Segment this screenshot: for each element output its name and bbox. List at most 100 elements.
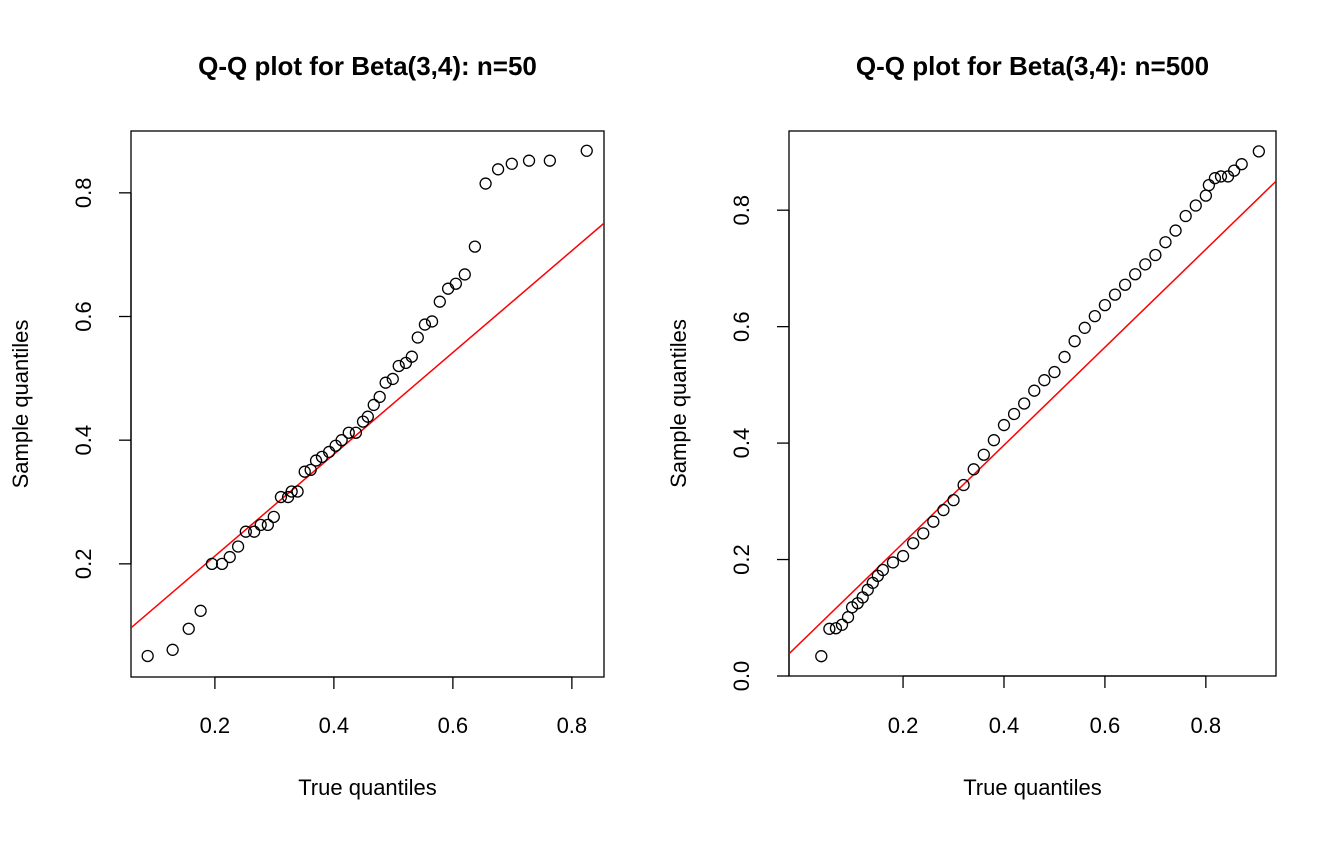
chart-title: Q-Q plot for Beta(3,4): n=500 <box>856 51 1209 81</box>
point <box>829 622 843 635</box>
point <box>392 359 405 373</box>
x-tick-label: 0.8 <box>557 713 588 738</box>
point <box>1169 224 1182 237</box>
point <box>349 426 363 439</box>
point <box>274 490 288 504</box>
point <box>1098 298 1112 312</box>
point <box>342 426 355 439</box>
point <box>1007 407 1021 421</box>
y-tick-label: 0.4 <box>71 425 96 456</box>
point <box>449 277 463 290</box>
point <box>248 525 261 538</box>
point <box>433 295 446 308</box>
point <box>1214 170 1228 183</box>
point <box>987 434 1001 447</box>
point <box>1199 189 1213 202</box>
point <box>1221 170 1235 183</box>
point <box>957 478 970 492</box>
x-tick-label: 0.6 <box>438 713 469 738</box>
y-tick-label: 0.8 <box>71 178 96 209</box>
point <box>1129 268 1142 281</box>
point <box>205 557 219 570</box>
y-axis-label: Sample quantiles <box>8 320 33 489</box>
point <box>254 518 267 532</box>
x-tick-label: 0.8 <box>1191 713 1222 738</box>
point <box>441 282 455 295</box>
panel: Q-Q plot for Beta(3,4): n=50 True quantil… <box>8 51 605 800</box>
point <box>886 556 900 569</box>
point <box>1139 258 1152 271</box>
point <box>1179 209 1192 223</box>
chart-title: Q-Q plot for Beta(3,4): n=50 <box>198 51 537 81</box>
point <box>906 537 920 550</box>
point <box>1118 278 1132 291</box>
point <box>322 445 336 459</box>
point <box>896 549 910 563</box>
y-tick-label: 0.0 <box>729 661 754 692</box>
y-tick-label: 0.6 <box>71 301 96 332</box>
panel: Q-Q plot for Beta(3,4): n=500 True quanti… <box>666 51 1277 800</box>
point <box>223 550 236 564</box>
point <box>182 622 195 635</box>
point <box>927 515 940 528</box>
point <box>823 622 836 635</box>
y-tick-label: 0.8 <box>729 195 754 226</box>
y-tick-label: 0.2 <box>729 544 754 575</box>
point <box>937 503 950 517</box>
point <box>967 463 980 476</box>
x-axis-label: True quantiles <box>298 775 437 800</box>
point <box>815 650 828 663</box>
x-tick-label: 0.4 <box>989 713 1020 738</box>
point <box>291 485 304 498</box>
point <box>425 315 439 328</box>
point <box>491 163 505 176</box>
point <box>194 604 207 617</box>
point <box>261 518 274 532</box>
point <box>379 376 392 389</box>
point <box>367 398 380 412</box>
point <box>543 154 557 167</box>
point <box>298 465 311 478</box>
point <box>361 410 374 423</box>
point <box>835 618 849 631</box>
point <box>166 643 179 656</box>
point <box>977 448 990 461</box>
point <box>1018 397 1031 410</box>
point <box>141 649 154 663</box>
point <box>1159 236 1172 249</box>
point <box>1202 179 1216 192</box>
point <box>239 525 252 538</box>
point <box>1048 365 1061 379</box>
point <box>373 390 386 404</box>
point <box>505 157 518 170</box>
x-axis-label: True quantiles <box>963 775 1102 800</box>
point <box>1189 199 1202 212</box>
y-tick-label: 0.2 <box>71 549 96 580</box>
point <box>917 527 930 540</box>
point <box>947 494 960 507</box>
point <box>479 177 492 190</box>
point <box>1149 248 1162 262</box>
point <box>304 463 317 477</box>
point <box>1068 335 1081 348</box>
point <box>1108 288 1122 301</box>
plot-frame <box>130 130 605 678</box>
y-tick-label: 0.4 <box>729 428 754 459</box>
y-axis-label: Sample quantiles <box>666 319 691 488</box>
point <box>267 510 280 523</box>
plot-frame <box>788 130 1277 677</box>
point <box>1058 350 1071 364</box>
point <box>468 240 482 253</box>
x-tick-label: 0.4 <box>319 713 350 738</box>
point <box>399 356 413 370</box>
point <box>386 372 399 386</box>
point <box>997 418 1011 432</box>
point <box>1235 158 1248 171</box>
point <box>458 268 471 281</box>
point <box>418 318 432 331</box>
point <box>215 557 229 570</box>
point <box>1038 374 1051 387</box>
point <box>1208 172 1222 185</box>
point <box>1252 145 1265 158</box>
